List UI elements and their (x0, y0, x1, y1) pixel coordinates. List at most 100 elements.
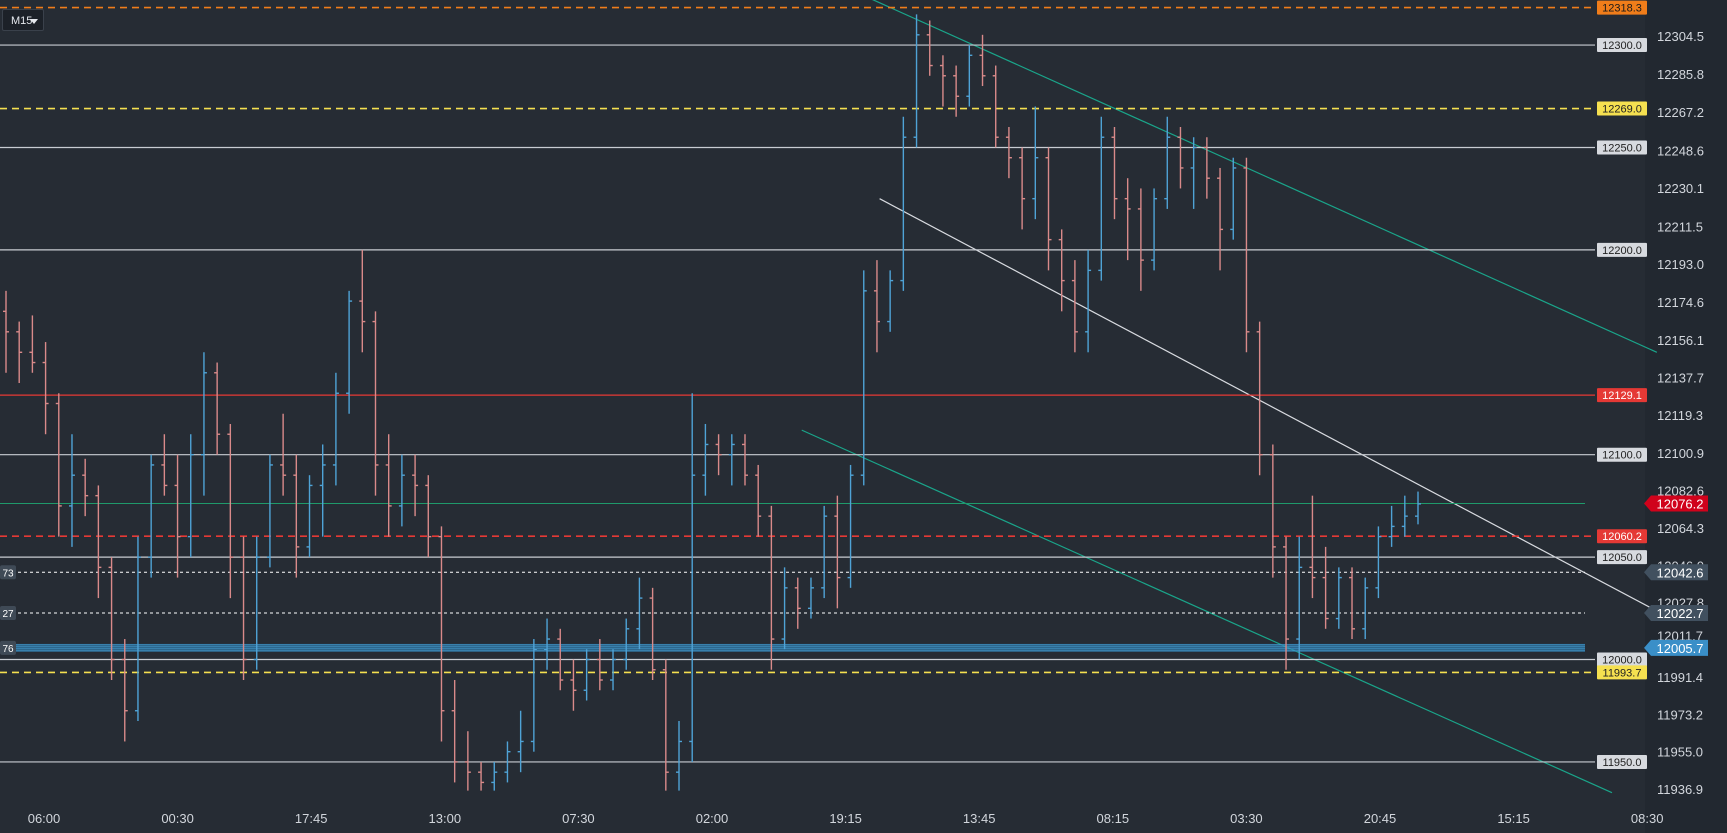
y-tick-label: 12248.6 (1657, 143, 1704, 158)
ohlc-bar (781, 567, 788, 650)
ohlc-bar (42, 342, 49, 435)
price-level-tag-label: 11950.0 (1603, 757, 1642, 769)
x-tick-label: 17:45 (295, 811, 328, 826)
ohlc-bar (266, 454, 273, 568)
y-tick-label: 11936.9 (1657, 782, 1703, 797)
left-marker-tag-label: 73 (2, 568, 14, 579)
y-tick-label: 12064.3 (1657, 521, 1704, 536)
ohlc-bar (623, 618, 630, 670)
ohlc-bar (438, 526, 445, 742)
ohlc-bar (1045, 147, 1052, 271)
y-tick-label: 11991.4 (1657, 670, 1703, 685)
price-level-tag (1597, 140, 1647, 155)
ohlc-bar (1256, 321, 1263, 476)
ohlc-bar (1217, 167, 1224, 271)
ohlc-bar (570, 659, 577, 711)
x-tick-label: 08:15 (1097, 811, 1130, 826)
price-level-tag (1597, 388, 1647, 403)
ohlc-bar (148, 454, 155, 578)
ohlc-bar (1032, 106, 1039, 220)
ohlc-bar (332, 372, 339, 486)
ohlc-bar (359, 249, 366, 353)
ohlc-bar (227, 423, 234, 599)
y-tick-label: 12137.7 (1657, 370, 1704, 385)
ohlc-bar (741, 434, 748, 486)
price-level-tag-label: 11993.7 (1603, 667, 1642, 679)
ohlc-bar (715, 434, 722, 476)
ohlc-bar (1362, 577, 1369, 640)
ohlc-bar (425, 475, 432, 558)
ohlc-bar (214, 362, 221, 455)
y-tick-label: 12119.3 (1657, 408, 1703, 423)
ohlc-bar (3, 290, 9, 373)
ohlc-bar (464, 731, 471, 791)
ohlc-bar (807, 577, 814, 619)
ohlc-bar (1296, 536, 1303, 660)
ohlc-bar (1203, 137, 1210, 199)
ohlc-bar (834, 495, 841, 609)
y-tick-label: 11955.0 (1657, 745, 1703, 760)
x-tick-label: 13:45 (963, 811, 996, 826)
y-tick-label: 12230.1 (1657, 181, 1704, 196)
timeframe-selector[interactable]: M15 (2, 9, 44, 31)
price-level-tag (1597, 242, 1647, 257)
price-level-tag-label: 12050.0 (1602, 552, 1642, 564)
x-tick-label: 08:30 (1631, 811, 1664, 826)
y-tick-label: 12267.2 (1657, 105, 1704, 120)
ohlc-bar (1151, 188, 1158, 271)
price-level-tag-label: 12100.0 (1602, 450, 1642, 462)
ohlc-bar (253, 536, 260, 670)
ohlc-bar (1058, 229, 1065, 312)
ohlc-bar (398, 454, 405, 527)
ohlc-bar (200, 352, 207, 496)
ohlc-bar (134, 536, 141, 721)
ohlc-bar (530, 639, 537, 752)
marker-price-label: 12005.7 (1657, 641, 1704, 656)
ohlc-bar (1335, 567, 1342, 629)
ohlc-bar (1085, 249, 1092, 353)
ohlc-bar (926, 20, 933, 76)
x-tick-label: 07:30 (562, 811, 595, 826)
marker-price-tag (1644, 495, 1708, 512)
chevron-down-icon (30, 19, 38, 24)
x-tick-label: 15:15 (1497, 811, 1530, 826)
ohlc-bar (319, 444, 326, 537)
ohlc-bar (821, 505, 828, 599)
ohlc-bar (346, 290, 353, 414)
ohlc-bar (1071, 260, 1078, 353)
ohlc-bar (240, 536, 247, 681)
price-level-tag-label: 12250.0 (1602, 142, 1642, 154)
ohlc-bar (504, 741, 511, 783)
left-marker-tag (0, 640, 16, 655)
marker-price-label: 12022.7 (1657, 606, 1704, 621)
price-level-tag-label: 12300.0 (1602, 40, 1642, 52)
ohlc-bar (372, 311, 379, 496)
y-tick-label: 12082.6 (1657, 483, 1704, 498)
price-level-tag (1597, 652, 1647, 667)
ohlc-bar (95, 485, 102, 599)
price-level-tag-label: 12060.2 (1602, 531, 1642, 543)
ohlc-bar (306, 475, 313, 558)
ohlc-bar (293, 454, 300, 578)
x-tick-label: 20:45 (1364, 811, 1397, 826)
ohlc-bar (913, 14, 920, 148)
ohlc-bar (187, 434, 194, 558)
y-tick-label: 12193.0 (1657, 257, 1704, 272)
ohlc-bar (385, 434, 392, 537)
ohlc-bar (728, 434, 735, 486)
trend-line (879, 198, 1660, 613)
marker-price-tag (1644, 564, 1708, 581)
ohlc-bar (583, 649, 590, 701)
ohlc-bar (966, 45, 973, 107)
ohlc-bar (860, 270, 867, 486)
ohlc-bar (478, 761, 485, 791)
ohlc-bar (953, 65, 960, 117)
ohlc-bar (900, 116, 907, 291)
marker-price-label: 12042.6 (1657, 565, 1704, 580)
ohlc-bar (68, 434, 75, 547)
ohlc-bar (1098, 116, 1105, 281)
price-level-tag (1597, 0, 1647, 15)
highlight-band (0, 643, 1585, 652)
x-tick-label: 13:00 (429, 811, 462, 826)
